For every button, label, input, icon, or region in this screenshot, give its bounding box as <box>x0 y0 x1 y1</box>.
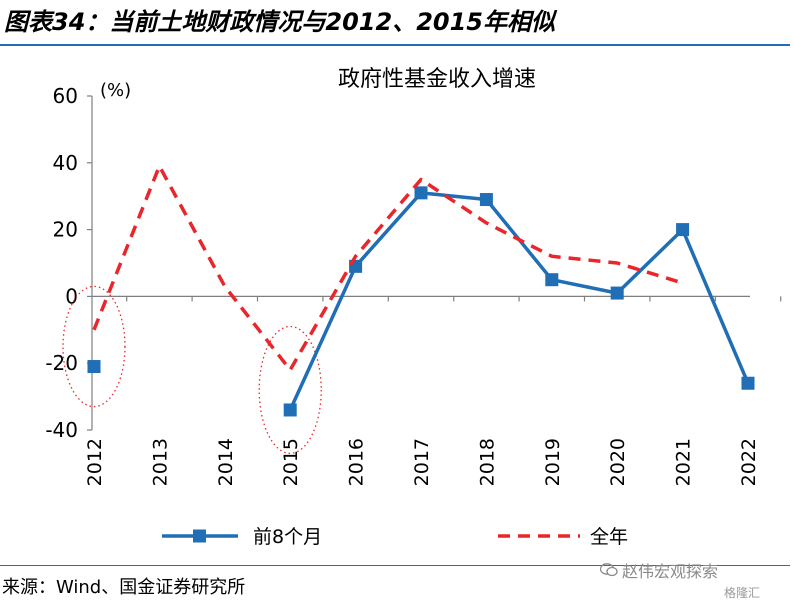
data-point-2018 <box>479 193 493 207</box>
data-point-2021 <box>676 223 690 237</box>
watermark-text: 赵伟宏观探索 <box>622 562 719 581</box>
data-point-2017 <box>414 186 428 200</box>
highlight-ellipse-2015 <box>258 325 322 455</box>
x-tick-label: 2014 <box>215 438 237 486</box>
y-tick-label: -40 <box>45 418 78 442</box>
footer-divider <box>0 565 790 566</box>
x-tick-label: 2016 <box>346 438 368 486</box>
y-tick-label: 0 <box>65 284 78 308</box>
x-tick-label: 2013 <box>149 438 171 486</box>
watermark-logo-text: 格隆汇 <box>724 586 761 600</box>
wechat-icon <box>599 562 618 581</box>
data-point-2015 <box>283 403 297 417</box>
source-note: 来源：Wind、国金证券研究所 <box>2 577 246 598</box>
data-point-2020 <box>610 286 624 300</box>
x-tick-label: 2019 <box>542 438 564 486</box>
line-chart: 政府性基金收入增速 (%) -40 -20 0 20 40 60 2012 2013 2014 201… <box>45 67 782 548</box>
y-tick-label: -20 <box>45 351 78 375</box>
y-axis-label: (%) <box>100 80 131 101</box>
highlight-ellipse-2012 <box>62 285 126 408</box>
x-tick-label: 2022 <box>738 438 760 486</box>
legend-label-first-8-months: 前8个月 <box>253 526 322 548</box>
x-tick-label: 2020 <box>607 438 629 486</box>
y-tick-label: 40 <box>53 151 78 175</box>
figure-title: 图表34：当前土地财政情况与2012、2015年相似 <box>4 8 555 36</box>
y-tick-label: 60 <box>53 84 78 108</box>
data-point-2019 <box>545 273 559 287</box>
watermark: 赵伟宏观探索 <box>599 558 719 582</box>
x-tick-label: 2021 <box>673 438 695 486</box>
title-divider <box>0 44 790 46</box>
x-tick-label: 2018 <box>476 438 498 486</box>
x-tick-label: 2015 <box>280 438 302 486</box>
data-point-2022 <box>741 376 755 390</box>
legend-marker-first-8-months <box>193 529 206 543</box>
x-tick-label: 2017 <box>411 438 433 486</box>
x-tick-label: 2012 <box>84 438 106 486</box>
data-point-2012 <box>87 360 101 374</box>
legend-label-full-year: 全年 <box>590 526 628 548</box>
y-tick-label: 20 <box>53 218 78 242</box>
series-line-full-year <box>92 164 684 372</box>
chart-title: 政府性基金收入增速 <box>338 67 536 92</box>
